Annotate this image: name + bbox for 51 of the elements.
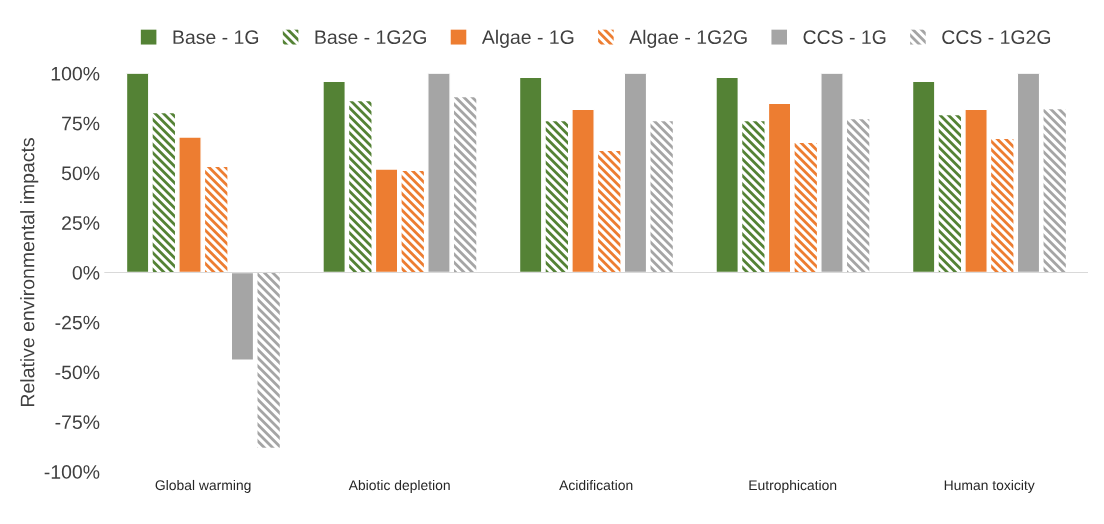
- y-tick-label: 0%: [72, 265, 100, 280]
- y-tick-label: 100%: [51, 66, 100, 81]
- bar: [518, 76, 543, 274]
- y-tick-label: -100%: [44, 465, 100, 479]
- bar: [598, 151, 621, 273]
- bar: [322, 80, 346, 274]
- y-tick-label: 75%: [62, 116, 100, 131]
- bar: [794, 143, 817, 273]
- x-tick-label: Human toxicity: [944, 479, 1035, 493]
- bar: [230, 271, 255, 361]
- legend-label: Base - 1G2G: [315, 30, 426, 45]
- legend-label: Algae - 1G: [481, 29, 574, 48]
- bar: [454, 97, 477, 273]
- y-tick-label: -75%: [55, 415, 100, 430]
- bar: [847, 119, 870, 273]
- bar: [650, 121, 673, 273]
- bar: [623, 73, 648, 274]
- bar: [767, 102, 792, 274]
- bar: [715, 76, 739, 274]
- legend-label: CCS - 1G: [803, 30, 886, 45]
- bar: [178, 136, 202, 274]
- legend-label: CCS - 1G2G: [942, 30, 1051, 45]
- bar: [427, 73, 451, 274]
- y-tick-label: -50%: [55, 365, 100, 380]
- bar: [257, 272, 280, 448]
- bar: [152, 113, 175, 273]
- bar: [820, 73, 844, 274]
- bar: [938, 115, 962, 273]
- bar: [125, 73, 150, 274]
- bar: [545, 121, 568, 273]
- bar: [349, 101, 372, 273]
- x-tick-label: Abiotic depletion: [348, 479, 450, 493]
- bar: [374, 168, 399, 274]
- bar: [911, 80, 936, 274]
- bar: [1016, 73, 1041, 274]
- bar: [1043, 109, 1066, 273]
- y-axis-title: Relative environmental impacts: [20, 138, 39, 406]
- bar: [571, 108, 595, 274]
- bar: [205, 166, 228, 273]
- legend-label: Algae - 1G2G: [629, 29, 747, 48]
- y-tick-label: 50%: [61, 166, 100, 181]
- x-tick-label: Eutrophication: [749, 479, 837, 493]
- bar: [742, 121, 765, 273]
- x-tick-label: Acidification: [559, 479, 633, 491]
- x-tick-label: Global warming: [155, 479, 251, 493]
- legend-label: Base - 1G: [173, 30, 259, 45]
- bar: [964, 108, 988, 274]
- y-tick-label: 25%: [62, 216, 100, 230]
- bar: [401, 170, 424, 273]
- bar: [991, 139, 1014, 273]
- y-tick-label: -25%: [55, 315, 100, 330]
